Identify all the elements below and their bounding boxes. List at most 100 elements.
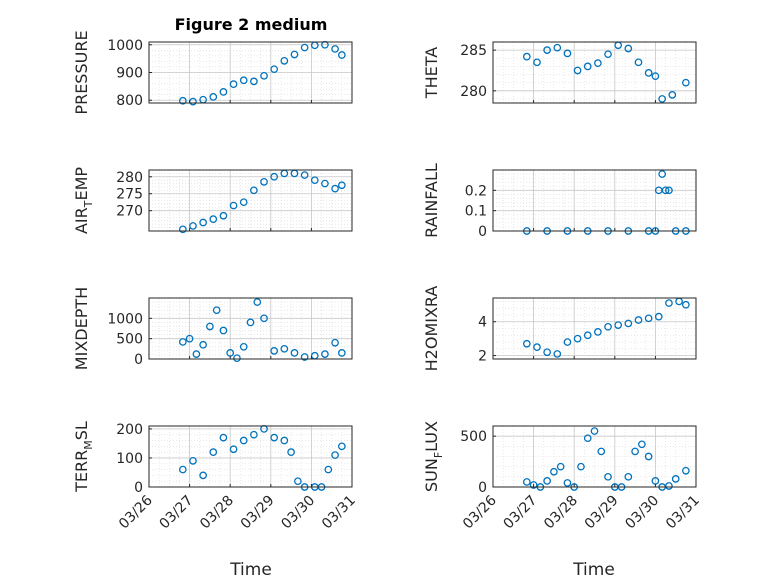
data-point	[280, 344, 289, 353]
data-point	[189, 457, 197, 465]
data-point	[229, 445, 238, 454]
data-point	[563, 49, 572, 58]
data-point	[577, 462, 585, 471]
axes-frame	[492, 425, 697, 488]
data-point	[324, 465, 333, 474]
data-point	[219, 88, 228, 96]
data-point	[290, 50, 299, 59]
data-point	[624, 319, 633, 328]
data-point	[300, 171, 309, 179]
data-point	[219, 211, 228, 220]
y-tick-label: 800	[116, 93, 143, 109]
data-point	[624, 472, 633, 481]
data-point	[290, 349, 299, 357]
data-point	[522, 339, 531, 348]
y-tick-label: 1000	[107, 38, 143, 54]
data-point	[209, 93, 218, 101]
data-point	[594, 328, 602, 336]
data-point	[614, 321, 623, 329]
data-point	[219, 433, 228, 442]
data-point	[583, 62, 592, 71]
data-point	[260, 178, 268, 186]
left-xlabel: Time	[229, 560, 272, 580]
data-point	[553, 350, 562, 358]
data-point	[604, 322, 612, 331]
y-tick-label: 900	[116, 66, 143, 82]
data-point	[624, 44, 633, 53]
data-point	[250, 186, 258, 195]
y-tick-label: 285	[460, 43, 487, 59]
data-point	[337, 442, 346, 451]
data-point	[681, 466, 690, 475]
y-tick-label: 0	[478, 480, 487, 496]
data-point	[337, 51, 346, 59]
data-point	[665, 186, 673, 195]
data-point	[192, 350, 201, 358]
data-point	[594, 59, 602, 67]
data-point	[573, 334, 582, 343]
data-point	[209, 448, 218, 456]
y-tick-label: 0.2	[465, 183, 487, 199]
subplot-h2omixra: 2 4 H2OMIXRA	[422, 286, 697, 371]
data-point	[634, 316, 643, 324]
data-point	[556, 462, 565, 471]
axes-frame	[148, 425, 353, 488]
data-point	[246, 318, 255, 327]
y-tick-label: 275	[116, 187, 143, 203]
data-point	[270, 172, 279, 181]
data-point	[665, 482, 673, 490]
y-axis-label: TERRMSL	[72, 421, 95, 493]
y-axis-label: THETA	[422, 47, 441, 99]
data-point	[287, 448, 295, 456]
data-point	[543, 477, 551, 485]
y-tick-label: 1000	[107, 311, 143, 327]
data-point	[604, 50, 612, 59]
data-point	[573, 66, 582, 75]
y-tick-label: 0	[478, 224, 487, 240]
data-point	[199, 218, 207, 227]
data-point	[583, 331, 592, 340]
subplot-theta: 280 285 THETA	[422, 41, 697, 104]
data-point	[563, 479, 572, 487]
data-point	[668, 91, 677, 99]
axes-frame	[148, 169, 353, 232]
data-point	[260, 71, 268, 80]
data-point	[331, 451, 339, 459]
data-point	[553, 43, 562, 52]
data-point	[644, 314, 653, 323]
data-point	[250, 77, 258, 86]
y-tick-label: 0	[134, 480, 143, 496]
data-point	[529, 481, 538, 489]
data-point	[321, 350, 329, 358]
y-axis-label: SUNFLUX	[422, 421, 445, 492]
data-point	[331, 45, 339, 53]
y-tick-label: 270	[116, 204, 143, 220]
data-point	[206, 322, 214, 331]
y-tick-label: 500	[460, 429, 487, 445]
data-point	[331, 184, 339, 193]
data-point	[671, 475, 680, 483]
data-point	[178, 465, 187, 474]
data-point	[229, 201, 238, 210]
y-tick-label: 0	[134, 352, 143, 368]
data-point	[199, 340, 207, 349]
y-tick-label: 280	[116, 170, 143, 186]
data-point	[533, 343, 541, 351]
data-point	[543, 348, 551, 357]
data-point	[658, 95, 667, 103]
data-point	[229, 80, 238, 88]
data-point	[239, 436, 248, 445]
data-point	[280, 436, 289, 445]
data-point	[239, 76, 248, 85]
data-point	[681, 78, 690, 87]
data-point	[337, 349, 346, 357]
data-point	[209, 215, 218, 223]
data-point	[233, 354, 241, 363]
data-point	[185, 334, 194, 343]
y-tick-label: 100	[116, 451, 143, 467]
data-point	[270, 347, 279, 355]
data-point	[300, 43, 309, 52]
data-point	[654, 312, 663, 321]
subplot-pressure: 800 900 1000 PRESSURE	[72, 30, 353, 115]
data-point	[665, 299, 673, 307]
